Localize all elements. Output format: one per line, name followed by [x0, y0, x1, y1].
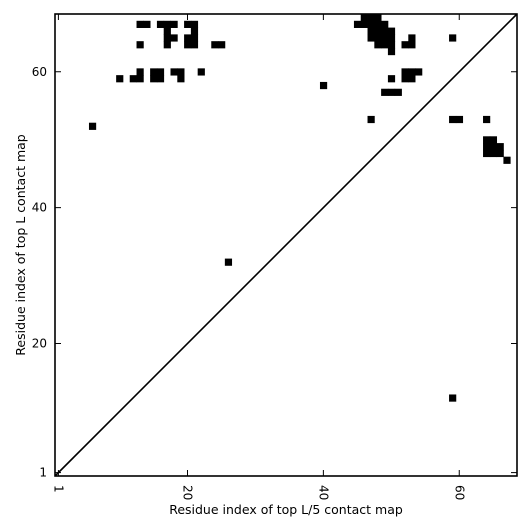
contact-cell: [190, 41, 199, 49]
contact-cell: [163, 41, 171, 49]
y-tick-label: 1: [39, 466, 47, 480]
y-axis-label: Residue index of top L contact map: [13, 134, 28, 355]
contact-cell: [150, 68, 158, 76]
contact-cell: [496, 149, 504, 158]
contact-cell: [177, 68, 185, 76]
contact-cell: [374, 34, 382, 42]
contact-cell: [136, 20, 144, 28]
contact-cell: [163, 34, 171, 42]
y-tick-label: 40: [32, 201, 47, 215]
contact-cell: [489, 136, 498, 144]
contact-cell: [190, 27, 199, 35]
contact-cell: [170, 68, 178, 76]
contact-cell: [170, 34, 178, 42]
contact-cell: [483, 136, 491, 144]
contact-cell: [381, 41, 389, 49]
y-tick-label: 20: [32, 337, 47, 351]
contact-cell: [170, 20, 178, 28]
contact-cell: [374, 14, 382, 22]
contact-cell: [387, 27, 396, 35]
contact-cell: [218, 41, 226, 49]
y-tick-label: 60: [32, 65, 47, 79]
contact-cell: [415, 68, 423, 76]
contact-cell: [449, 394, 457, 402]
contact-cell: [88, 122, 97, 130]
contact-cell: [129, 75, 137, 83]
diagonal-line: [54, 13, 518, 477]
contact-cell: [163, 20, 171, 28]
contact-cell: [496, 143, 504, 151]
contact-cell: [367, 14, 375, 22]
contact-cell: [387, 34, 396, 42]
contact-cell: [136, 41, 144, 49]
contact-cell: [136, 68, 144, 76]
contact-cell: [143, 20, 151, 28]
contact-cell: [483, 115, 491, 124]
contact-cell: [184, 34, 192, 42]
contact-cell: [136, 75, 144, 83]
contact-cell: [381, 20, 389, 28]
contact-cell: [374, 27, 382, 35]
contact-cell: [387, 75, 396, 83]
contact-cell: [367, 27, 375, 35]
contact-cell: [489, 143, 498, 151]
x-axis-label: Residue index of top L/5 contact map: [169, 502, 403, 517]
x-tick-label: 60: [452, 485, 466, 500]
contact-cell: [190, 34, 199, 42]
contact-cell: [401, 75, 409, 83]
contact-cell: [387, 88, 396, 96]
contact-cell: [374, 20, 382, 28]
contact-cell: [483, 143, 491, 151]
contact-cell: [408, 68, 416, 76]
contact-cell: [367, 34, 375, 42]
contact-cell: [360, 20, 368, 28]
contact-cell: [394, 88, 402, 96]
contact-cell: [150, 75, 158, 83]
contact-cell: [449, 34, 457, 42]
contact-cell: [489, 149, 498, 158]
contact-cell: [408, 75, 416, 83]
contact-cell: [116, 75, 124, 83]
contact-cell: [408, 34, 416, 42]
contact-cell: [387, 47, 396, 56]
contact-cell: [197, 68, 205, 76]
contact-cell: [401, 41, 409, 49]
contact-cell: [211, 41, 219, 49]
contact-cell: [408, 41, 416, 49]
contact-cell: [184, 41, 192, 49]
contact-cell: [381, 34, 389, 42]
contact-cell: [381, 88, 389, 96]
contact-cell: [224, 258, 233, 266]
x-tick-label: 40: [316, 485, 330, 500]
contact-cell: [381, 27, 389, 35]
contact-cell: [367, 115, 375, 124]
contact-cell: [156, 20, 165, 28]
x-tick-label: 20: [180, 485, 194, 500]
contact-cell: [449, 115, 457, 124]
contact-cell: [503, 156, 511, 164]
contact-cell: [455, 115, 464, 124]
contact-cell: [184, 20, 192, 28]
ticks-layer: 1 20 40 60 1 20 40 60: [32, 14, 517, 500]
contacts-layer: [88, 14, 511, 402]
contact-cell: [483, 149, 491, 158]
contact-cell: [156, 75, 165, 83]
contact-cell: [387, 41, 396, 49]
contact-cell: [353, 20, 362, 28]
contact-cell: [319, 81, 328, 90]
plot-frame: [54, 13, 518, 477]
contact-cell: [374, 41, 382, 49]
x-tick-label: 1: [51, 485, 65, 493]
contact-cell: [190, 20, 199, 28]
contact-cell: [360, 14, 368, 22]
contact-cell: [367, 20, 375, 28]
contact-cell: [163, 27, 171, 35]
contact-cell: [177, 75, 185, 83]
contact-cell: [156, 68, 165, 76]
contact-cell: [401, 68, 409, 76]
